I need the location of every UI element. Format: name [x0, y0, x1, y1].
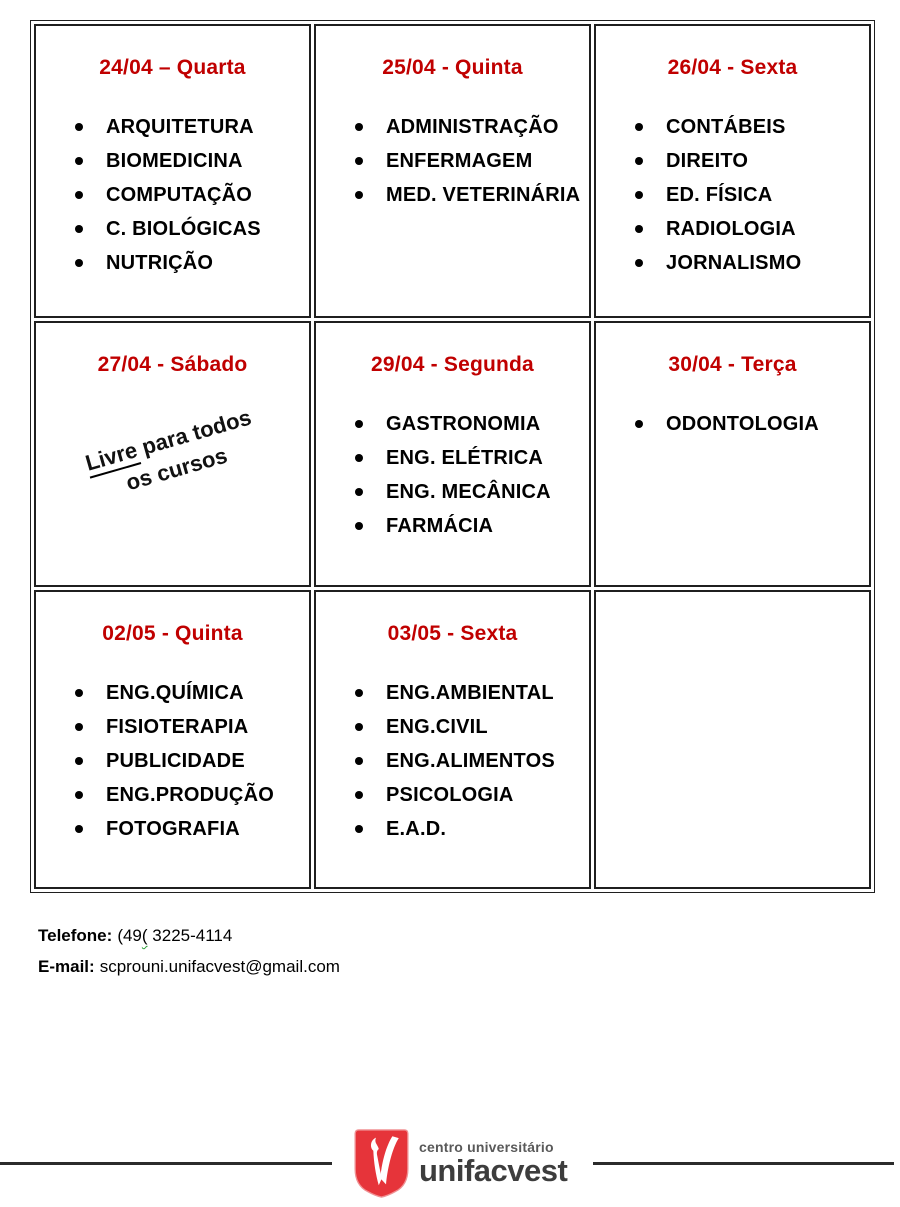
- course-item: E.A.D.: [350, 818, 589, 840]
- course-item: ENG. MECÂNICA: [350, 481, 589, 503]
- footer-logo-band: centro universitário unifacvest: [0, 1126, 900, 1200]
- course-item: PSICOLOGIA: [350, 784, 589, 806]
- course-item: ENG.QUÍMICA: [70, 682, 309, 704]
- course-item: CONTÁBEIS: [630, 116, 869, 138]
- phone-line: Telefone: (49( 3225-4114: [38, 920, 340, 951]
- course-item: ARQUITETURA: [70, 116, 309, 138]
- course-item: ENG. ELÉTRICA: [350, 447, 589, 469]
- course-list: ADMINISTRAÇÃO ENFERMAGEM MED. VETERINÁRIA: [316, 116, 589, 224]
- schedule-cell-27-04: 27/04 - Sábado Livre para todos os curso…: [34, 321, 311, 587]
- course-item: FARMÁCIA: [350, 515, 589, 537]
- email-value: scprouni.unifacvest@gmail.com: [99, 957, 340, 976]
- schedule-cell-24-04: 24/04 – Quarta ARQUITETURA BIOMEDICINA COM…: [34, 24, 311, 318]
- course-item: BIOMEDICINA: [70, 150, 309, 172]
- cell-date-heading: 24/04 – Quarta: [99, 56, 246, 79]
- email-line: E-mail: scprouni.unifacvest@gmail.com: [38, 951, 340, 982]
- course-item: ED. FÍSICA: [630, 184, 869, 206]
- course-item: ODONTOLOGIA: [630, 413, 869, 435]
- course-item: ENG.PRODUÇÃO: [70, 784, 309, 806]
- course-list: CONTÁBEIS DIREITO ED. FÍSICA RADIOLOGIA JORN…: [596, 116, 869, 292]
- course-item: FISIOTERAPIA: [70, 716, 309, 738]
- logo-text: centro universitário unifacvest: [419, 1139, 568, 1188]
- course-item: RADIOLOGIA: [630, 218, 869, 240]
- course-item: MED. VETERINÁRIA: [350, 184, 589, 206]
- course-item: COMPUTAÇÃO: [70, 184, 309, 206]
- divider-line-right: [593, 1161, 894, 1165]
- course-item: GASTRONOMIA: [350, 413, 589, 435]
- course-item: ENG.CIVIL: [350, 716, 589, 738]
- course-item: PUBLICIDADE: [70, 750, 309, 772]
- schedule-cell-30-04: 30/04 - Terça ODONTOLOGIA: [594, 321, 871, 587]
- unifacvest-logo: centro universitário unifacvest: [354, 1128, 568, 1198]
- cell-date-heading: 29/04 - Segunda: [371, 353, 534, 376]
- contact-block: Telefone: (49( 3225-4114 E-mail: scprouni.…: [38, 920, 340, 982]
- course-item: ADMINISTRAÇÃO: [350, 116, 589, 138]
- unifacvest-shield-icon: [354, 1128, 409, 1198]
- schedule-cell-empty: [594, 590, 871, 889]
- course-list: ARQUITETURA BIOMEDICINA COMPUTAÇÃO C. BIOLÓ…: [36, 116, 309, 292]
- cell-date-heading: 30/04 - Terça: [668, 353, 797, 376]
- phone-value: (49( 3225-4114: [117, 926, 233, 945]
- course-item: JORNALISMO: [630, 252, 869, 274]
- cell-date-heading: 25/04 - Quinta: [382, 56, 523, 79]
- schedule-cell-29-04: 29/04 - Segunda GASTRONOMIA ENG. ELÉTRICA…: [314, 321, 591, 587]
- schedule-cell-02-05: 02/05 - Quinta ENG.QUÍMICA FISIOTERAPIA PU…: [34, 590, 311, 889]
- cell-date-heading: 03/05 - Sexta: [387, 622, 518, 645]
- free-for-all-note: Livre para todos os cursos: [82, 403, 263, 508]
- course-list: GASTRONOMIA ENG. ELÉTRICA ENG. MECÂNICA FAR…: [316, 413, 589, 555]
- course-list: ENG.AMBIENTAL ENG.CIVIL ENG.ALIMENTOS PSICO…: [316, 682, 589, 858]
- cell-date-heading: 02/05 - Quinta: [102, 622, 243, 645]
- cell-date-heading: 27/04 - Sábado: [97, 353, 248, 376]
- logo-title: unifacvest: [419, 1153, 568, 1188]
- exam-schedule-table: 24/04 – Quarta ARQUITETURA BIOMEDICINA COM…: [30, 20, 875, 893]
- schedule-cell-26-04: 26/04 - Sexta CONTÁBEIS DIREITO ED. FÍSICA…: [594, 24, 871, 318]
- course-item: ENG.ALIMENTOS: [350, 750, 589, 772]
- email-label: E-mail:: [38, 957, 95, 976]
- course-item: C. BIOLÓGICAS: [70, 218, 309, 240]
- schedule-cell-25-04: 25/04 - Quinta ADMINISTRAÇÃO ENFERMAGEM ME…: [314, 24, 591, 318]
- course-item: ENG.AMBIENTAL: [350, 682, 589, 704]
- phone-typo-char: (: [141, 926, 148, 945]
- course-list: ODONTOLOGIA: [596, 413, 869, 453]
- phone-label: Telefone:: [38, 926, 113, 945]
- logo-subtitle: centro universitário: [419, 1139, 554, 1155]
- schedule-cell-03-05: 03/05 - Sexta ENG.AMBIENTAL ENG.CIVIL ENG.…: [314, 590, 591, 889]
- course-list: ENG.QUÍMICA FISIOTERAPIA PUBLICIDADE ENG.PR…: [36, 682, 309, 858]
- course-item: DIREITO: [630, 150, 869, 172]
- course-item: NUTRIÇÃO: [70, 252, 309, 274]
- divider-line-left: [0, 1161, 332, 1165]
- cell-date-heading: 26/04 - Sexta: [667, 56, 798, 79]
- course-item: FOTOGRAFIA: [70, 818, 309, 840]
- course-item: ENFERMAGEM: [350, 150, 589, 172]
